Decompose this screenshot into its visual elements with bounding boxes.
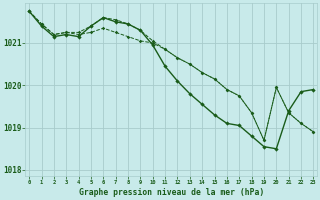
X-axis label: Graphe pression niveau de la mer (hPa): Graphe pression niveau de la mer (hPa) <box>79 188 264 197</box>
